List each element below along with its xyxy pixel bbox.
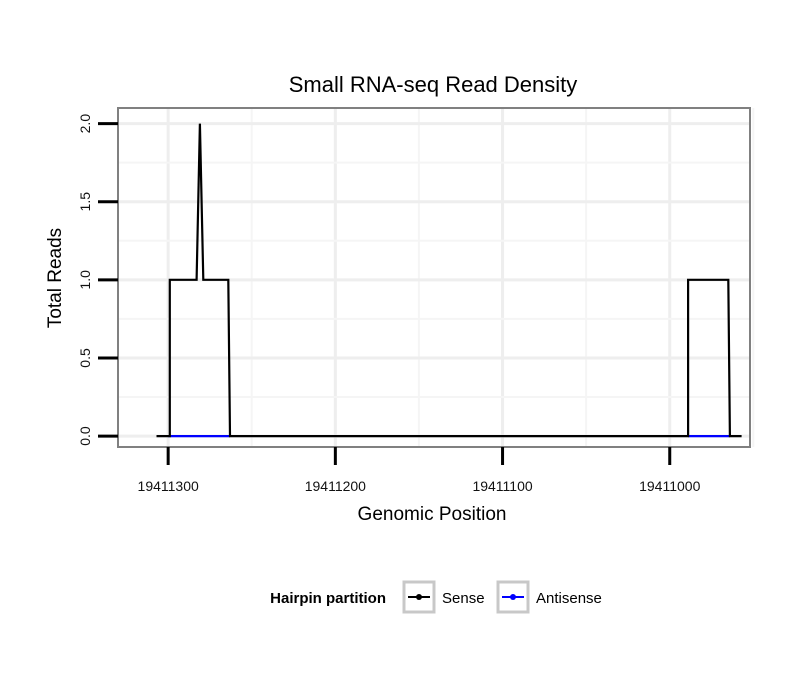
legend-dot-antisense	[510, 594, 516, 600]
y-axis: 0.0 0.5 1.0 1.5 2.0	[77, 114, 118, 446]
legend-dot-sense	[416, 594, 422, 600]
chart-title: Small RNA-seq Read Density	[289, 72, 578, 97]
legend-item-sense: Sense	[402, 580, 485, 614]
x-axis-label: Genomic Position	[358, 504, 507, 525]
y-tick-label-0: 0.0	[77, 426, 93, 446]
y-tick-label-1: 0.5	[77, 348, 93, 368]
x-tick-label-0: 19411300	[138, 478, 199, 494]
x-tick-label-3: 19411000	[639, 478, 700, 494]
y-tick-label-2: 1.0	[77, 270, 93, 290]
legend: Hairpin partition Sense Antisense	[270, 580, 602, 614]
legend-title: Hairpin partition	[270, 590, 386, 607]
legend-item-antisense: Antisense	[496, 580, 602, 614]
series-line-sense	[156, 123, 742, 438]
legend-label-sense: Sense	[442, 590, 485, 607]
legend-label-antisense: Antisense	[536, 590, 602, 607]
x-tick-label-2: 19411100	[472, 478, 532, 494]
grid	[118, 108, 755, 447]
y-tick-label-4: 2.0	[77, 114, 93, 134]
y-axis-label: Total Reads	[45, 228, 66, 328]
x-axis: 19411300 19411200 19411100 19411000	[138, 447, 701, 494]
y-tick-label-3: 1.5	[77, 192, 93, 212]
series-layer	[156, 123, 742, 438]
x-tick-label-1: 19411200	[305, 478, 366, 494]
plot-panel-border	[117, 107, 751, 448]
